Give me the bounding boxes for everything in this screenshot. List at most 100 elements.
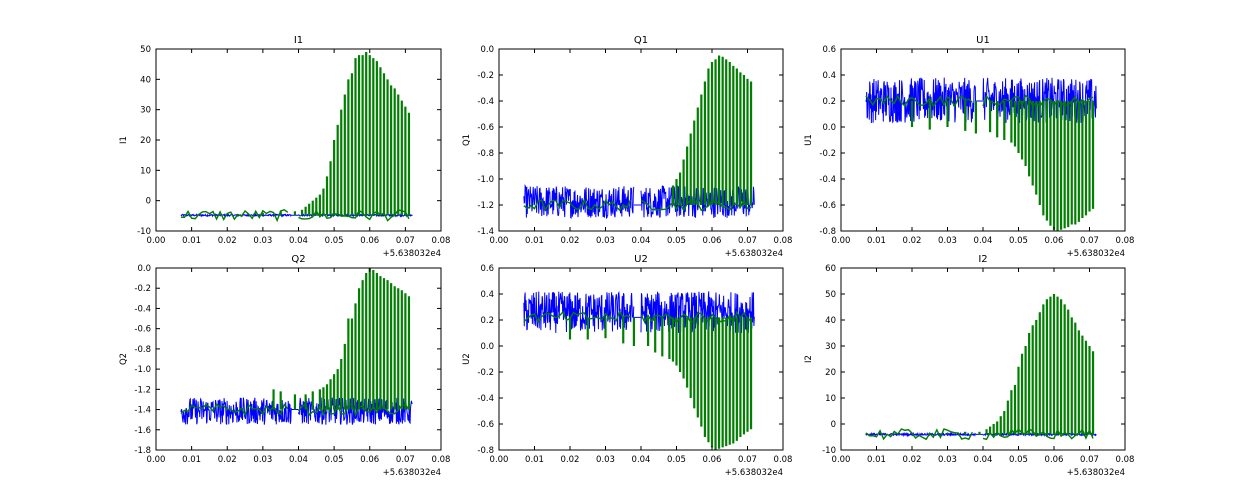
x-tick-label: 0.07 xyxy=(738,455,757,465)
series-line-oscillation xyxy=(523,198,752,212)
x-tick-label: 0.01 xyxy=(182,455,201,465)
x-tick-label: 0.05 xyxy=(325,236,344,246)
plot-area xyxy=(865,77,1097,231)
series-line-oscillation xyxy=(180,402,410,417)
y-tick-label: 0.6 xyxy=(480,264,494,274)
y-tick-label: 0.4 xyxy=(480,290,494,300)
x-tick-label: 0.04 xyxy=(289,455,308,465)
y-tick-label: -1.8 xyxy=(134,446,151,456)
x-tick-label: 0.04 xyxy=(974,455,993,465)
y-axis-label: U1 xyxy=(804,134,814,146)
x-offset-label: +5.638032e4 xyxy=(1067,468,1125,478)
y-tick-label: -0.2 xyxy=(819,149,836,159)
y-tick-label: 0.2 xyxy=(480,316,494,326)
subplot-title: I2 xyxy=(978,254,987,265)
y-tick-label: 10 xyxy=(825,394,836,404)
plot-area xyxy=(523,290,755,450)
y-tick-label: 0.0 xyxy=(137,264,151,274)
x-tick-label: 0.08 xyxy=(774,455,793,465)
x-offset-label: +5.638032e4 xyxy=(383,249,441,259)
x-tick-label: 0.08 xyxy=(432,455,451,465)
subplot-q1: 0.00 0.01 0.02 0.03 0.04 0.05 0.06 0.07 0.08 -1.4… xyxy=(462,35,792,259)
y-tick-label: 0.6 xyxy=(822,45,836,55)
y-tick-label: 0.4 xyxy=(822,71,836,81)
subplot-title: Q2 xyxy=(291,254,305,265)
x-tick-label: 0.08 xyxy=(1116,455,1135,465)
y-tick-label: -1.0 xyxy=(477,175,494,185)
x-tick-label: 0.05 xyxy=(1009,236,1028,246)
series-line-dense xyxy=(180,397,413,426)
x-tick-label: 0.03 xyxy=(938,455,957,465)
y-tick-label: -1.4 xyxy=(134,406,151,416)
y-tick-label: -10 xyxy=(137,227,151,237)
x-tick-label: 0.01 xyxy=(525,236,544,246)
subplot-q2: 0.00 0.01 0.02 0.03 0.04 0.05 0.06 0.07 0.08 -1.8… xyxy=(119,254,450,478)
subplot-title: U2 xyxy=(634,254,648,265)
y-axis-label: U2 xyxy=(462,353,472,365)
series-line-dense xyxy=(180,212,413,218)
x-tick-label: 0.02 xyxy=(218,236,237,246)
y-axis-label: I2 xyxy=(804,355,814,363)
x-tick-label: 0.07 xyxy=(396,455,415,465)
x-tick-label: 0.01 xyxy=(867,236,886,246)
y-tick-label: 40 xyxy=(825,316,836,326)
y-tick-label: -1.2 xyxy=(477,201,494,211)
y-tick-label: -1.6 xyxy=(134,426,151,436)
plot-area xyxy=(180,268,413,426)
x-tick-label: 0.06 xyxy=(1045,455,1064,465)
x-tick-label: 0.06 xyxy=(703,236,722,246)
x-tick-label: 0.03 xyxy=(596,236,615,246)
x-tick-label: 0.03 xyxy=(253,236,272,246)
x-tick-label: 0.00 xyxy=(832,455,851,465)
y-tick-label: -1.4 xyxy=(477,227,494,237)
y-tick-label: 50 xyxy=(825,290,836,300)
x-tick-label: 0.03 xyxy=(596,455,615,465)
y-tick-label: -0.2 xyxy=(477,71,494,81)
y-tick-label: -0.8 xyxy=(819,227,836,237)
x-offset-label: +5.638032e4 xyxy=(725,468,783,478)
y-axis-label: Q2 xyxy=(119,353,129,365)
x-tick-label: 0.08 xyxy=(774,236,793,246)
x-tick-label: 0.00 xyxy=(147,236,166,246)
series-line-oscillation xyxy=(865,428,1094,441)
x-tick-label: 0.03 xyxy=(938,236,957,246)
x-tick-label: 0.06 xyxy=(360,236,379,246)
x-tick-label: 0.04 xyxy=(289,236,308,246)
y-tick-label: -0.2 xyxy=(134,284,151,294)
x-offset-label: +5.638032e4 xyxy=(725,249,783,259)
y-tick-label: -0.8 xyxy=(134,345,151,355)
y-tick-label: 30 xyxy=(825,342,836,352)
y-tick-label: -0.4 xyxy=(819,175,836,185)
subplot-i1: 0.00 0.01 0.02 0.03 0.04 0.05 0.06 0.07 0.08 -10 0… xyxy=(119,35,450,259)
x-tick-label: 0.01 xyxy=(867,455,886,465)
y-tick-label: -0.2 xyxy=(477,368,494,378)
x-tick-label: 0.00 xyxy=(490,236,509,246)
x-tick-label: 0.05 xyxy=(667,455,686,465)
y-tick-label: 50 xyxy=(140,45,151,55)
x-tick-label: 0.04 xyxy=(632,455,651,465)
subplot-u2: 0.00 0.01 0.02 0.03 0.04 0.05 0.06 0.07 0.08 -0.8… xyxy=(462,254,792,478)
series-line-dense xyxy=(523,184,755,220)
x-tick-label: 0.07 xyxy=(1080,236,1099,246)
y-tick-label: -0.6 xyxy=(134,325,151,335)
series-line-dense xyxy=(523,290,755,333)
y-tick-label: 20 xyxy=(140,136,151,146)
y-tick-label: -10 xyxy=(822,446,836,456)
x-tick-label: 0.06 xyxy=(360,455,379,465)
x-tick-label: 0.06 xyxy=(1045,236,1064,246)
x-tick-label: 0.04 xyxy=(632,236,651,246)
x-tick-label: 0.02 xyxy=(561,455,580,465)
x-tick-label: 0.07 xyxy=(738,236,757,246)
y-tick-label: 20 xyxy=(825,368,836,378)
x-tick-label: 0.05 xyxy=(667,236,686,246)
x-offset-label: +5.638032e4 xyxy=(1067,249,1125,259)
x-tick-label: 0.02 xyxy=(218,455,237,465)
y-tick-label: 0.2 xyxy=(822,97,836,107)
x-tick-label: 0.00 xyxy=(832,236,851,246)
y-tick-label: 0 xyxy=(831,420,836,430)
x-tick-label: 0.05 xyxy=(325,455,344,465)
subplot-title: I1 xyxy=(294,35,303,46)
y-tick-label: -0.6 xyxy=(477,123,494,133)
y-tick-label: -0.4 xyxy=(477,394,494,404)
